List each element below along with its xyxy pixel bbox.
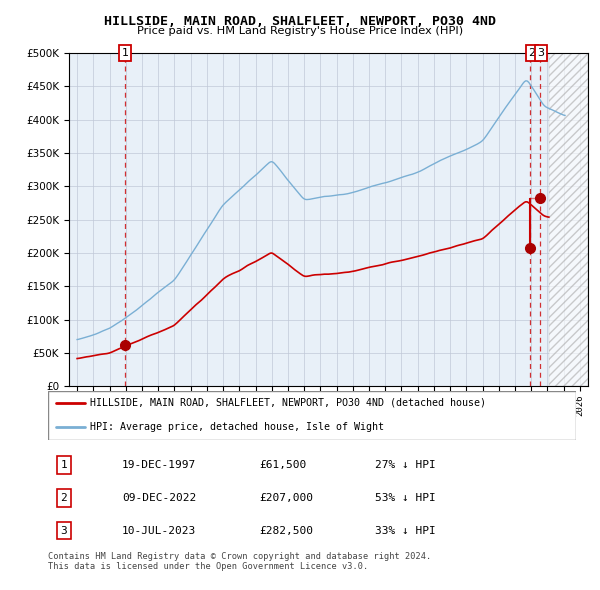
Text: 2: 2 xyxy=(61,493,67,503)
Text: 33% ↓ HPI: 33% ↓ HPI xyxy=(376,526,436,536)
Text: 19-DEC-1997: 19-DEC-1997 xyxy=(122,460,196,470)
Bar xyxy=(549,53,588,386)
Text: HPI: Average price, detached house, Isle of Wight: HPI: Average price, detached house, Isle… xyxy=(90,422,384,432)
Text: 27% ↓ HPI: 27% ↓ HPI xyxy=(376,460,436,470)
Text: £207,000: £207,000 xyxy=(259,493,313,503)
Text: 1: 1 xyxy=(122,48,128,58)
Text: 10-JUL-2023: 10-JUL-2023 xyxy=(122,526,196,536)
Text: 3: 3 xyxy=(61,526,67,536)
Text: Contains HM Land Registry data © Crown copyright and database right 2024.: Contains HM Land Registry data © Crown c… xyxy=(48,552,431,561)
Text: HILLSIDE, MAIN ROAD, SHALFLEET, NEWPORT, PO30 4ND (detached house): HILLSIDE, MAIN ROAD, SHALFLEET, NEWPORT,… xyxy=(90,398,486,408)
Text: 2: 2 xyxy=(529,48,535,58)
Text: £61,500: £61,500 xyxy=(259,460,307,470)
Text: Price paid vs. HM Land Registry's House Price Index (HPI): Price paid vs. HM Land Registry's House … xyxy=(137,26,463,36)
Text: 3: 3 xyxy=(538,48,544,58)
Text: £282,500: £282,500 xyxy=(259,526,313,536)
Text: HILLSIDE, MAIN ROAD, SHALFLEET, NEWPORT, PO30 4ND: HILLSIDE, MAIN ROAD, SHALFLEET, NEWPORT,… xyxy=(104,15,496,28)
FancyBboxPatch shape xyxy=(48,391,576,440)
Text: 53% ↓ HPI: 53% ↓ HPI xyxy=(376,493,436,503)
Text: This data is licensed under the Open Government Licence v3.0.: This data is licensed under the Open Gov… xyxy=(48,562,368,571)
Text: 1: 1 xyxy=(61,460,67,470)
Text: 09-DEC-2022: 09-DEC-2022 xyxy=(122,493,196,503)
